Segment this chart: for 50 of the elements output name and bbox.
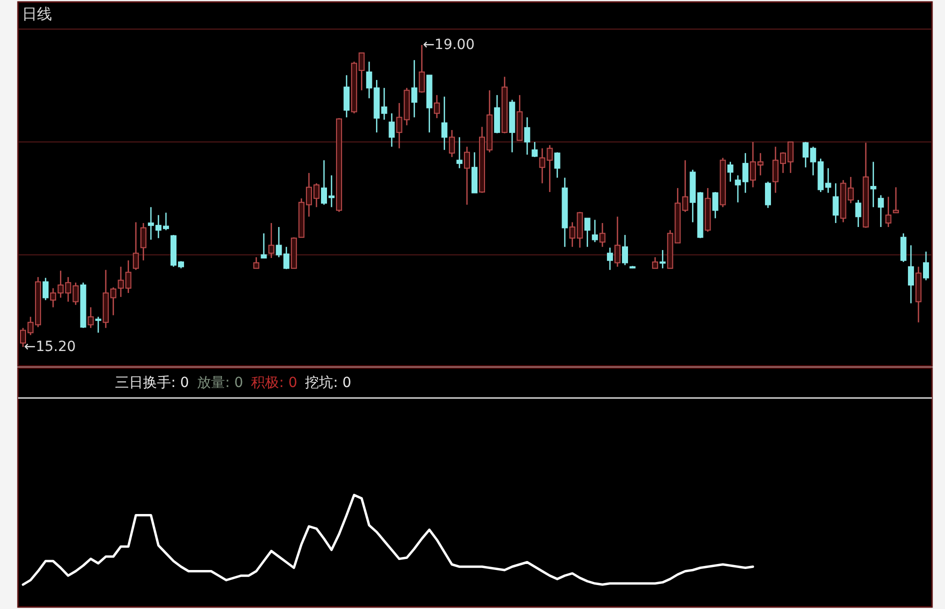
candlestick [900, 232, 906, 263]
text: 三日换手: 0 [115, 375, 190, 391]
annotation: ←19.00 [422, 36, 475, 53]
candlestick [268, 222, 274, 259]
candlestick [411, 59, 418, 118]
candlestick [832, 182, 839, 224]
candlestick [599, 222, 606, 248]
candlestick [923, 250, 929, 281]
candlestick [344, 74, 350, 118]
candlestick [464, 146, 470, 206]
candlestick [606, 247, 613, 271]
candlestick [855, 199, 862, 228]
candlestick [441, 96, 448, 151]
candlestick [554, 152, 560, 178]
candlestick [524, 116, 530, 156]
candlestick [140, 222, 146, 262]
candlestick [622, 234, 628, 266]
annotation: ←15.20 [24, 338, 76, 355]
candlestick [546, 144, 553, 193]
candlestick [727, 161, 734, 182]
candlestick [539, 148, 546, 184]
candlestick [892, 186, 899, 214]
candlestick [448, 129, 455, 158]
candlestick [584, 218, 590, 248]
text: 挖坑: 0 [305, 375, 352, 391]
candlestick [885, 196, 892, 228]
candlestick [592, 219, 598, 243]
candlestick [712, 191, 718, 219]
candlestick [878, 194, 884, 228]
candlestick [388, 112, 395, 148]
candlestick [908, 244, 914, 304]
candlestick [132, 222, 139, 271]
candlestick [418, 44, 425, 94]
candlestick [434, 94, 440, 119]
text: 放量: 0 [197, 375, 244, 391]
candlestick [95, 316, 102, 334]
text: 积极: 0 [251, 375, 298, 391]
candlestick [848, 176, 854, 204]
candlestick [614, 216, 620, 268]
candlestick [253, 256, 260, 269]
candlestick [88, 306, 94, 329]
candlestick [870, 161, 876, 208]
candlestick [260, 232, 267, 259]
candlestick [764, 181, 771, 209]
candlestick [660, 249, 666, 269]
candlestick [456, 136, 462, 169]
chart-title: 日线 [22, 5, 52, 23]
candlestick [42, 277, 49, 301]
candlestick [532, 141, 538, 158]
candlestick [652, 256, 658, 269]
